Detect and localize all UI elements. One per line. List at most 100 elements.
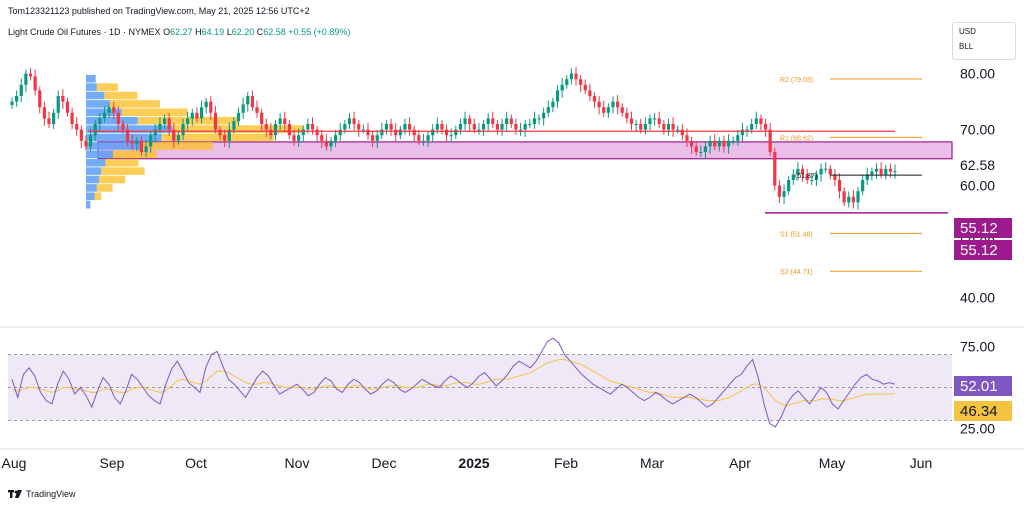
candle-body [223,135,227,141]
candle-body [588,90,592,96]
candle-body [278,118,282,124]
candle-body [176,135,181,141]
volume-profile-up-bar [86,158,106,167]
candle-body [167,118,171,130]
candle-body [79,129,83,141]
support-price-badge-text: 55.12 [960,242,998,259]
candle-body [565,79,569,85]
rsi-ma-value-badge-text: 46.34 [960,403,998,420]
candle-body [740,129,745,136]
candle-body [717,140,721,147]
candle-body [606,107,610,113]
symbol-title: Light Crude Oil Futures · 1D · NYMEX [8,27,161,37]
candle-body [736,135,740,141]
candle-body [88,135,93,147]
candle-body [426,135,430,141]
candle-body [232,121,236,130]
candle-body [685,135,689,141]
candle-body [763,124,768,130]
candle-body [514,124,518,130]
high-label: H [195,27,202,37]
candle-body [463,118,467,124]
candle-body [297,135,301,141]
candle-body [551,101,555,108]
candle-body [893,171,897,173]
candle-body [236,112,241,122]
candle-body [139,140,144,152]
candle-body [542,112,546,119]
candle-body [634,124,638,125]
candle-body [301,129,305,136]
candle-body [537,118,541,120]
close-label: C [256,27,264,37]
candle-body [384,124,389,130]
candle-body [42,107,46,119]
candle-body [662,124,666,130]
volume-profile-up-bar [86,175,99,184]
volume-profile-up-bar [86,184,97,192]
candle-body [98,118,102,124]
candle-body [454,129,458,136]
last-price-label: 62.58 [960,157,995,173]
candle-body [528,124,532,125]
candle-body [865,174,869,180]
candle-body [759,118,763,124]
volume-profile-down-bar [109,100,160,108]
candle-body [657,118,661,124]
time-axis-tick: Feb [554,455,578,471]
candle-body [768,129,772,152]
candle-body [680,129,684,136]
candle-body [703,146,708,152]
candle-body [52,112,56,124]
time-axis-tick: Sep [100,455,125,471]
candle-body [412,129,416,136]
pivot-label: S2 (44.71) [780,269,813,276]
candle-body [653,118,657,120]
candle-body [444,129,449,136]
pivot-label-pp: (61.87) [795,173,817,180]
candle-body [800,168,805,175]
volume-profile-up-bar [86,100,110,108]
candle-body [505,118,509,124]
price-axis-tick: 70.00 [960,122,995,138]
time-axis-tick: Jun [910,455,933,471]
candle-body [352,118,356,124]
candle-body [819,168,823,175]
candle-body [625,112,629,119]
candle-body [851,196,855,203]
volume-profile-up-bar [86,74,96,83]
time-axis-tick: 2025 [458,455,489,471]
candle-body [824,168,828,170]
candle-body [597,101,601,108]
candle-body [320,135,324,141]
candle-body [523,124,527,130]
support-price-badge [954,218,1012,238]
candle-body [260,112,264,124]
volume-profile-up-bar [86,125,173,133]
volume-profile-down-bar [105,158,139,167]
support-price-badge [954,240,1012,260]
candle-body [787,180,791,192]
candle-body [602,107,606,113]
candle-body [579,79,583,85]
candle-body [213,112,218,130]
candle-body [380,129,384,136]
price-axis-tick: 80.00 [960,66,995,82]
candle-body [112,107,116,113]
change-value: +0.55 (+0.89%) [288,27,351,37]
candle-body [676,129,680,131]
candle-body [125,129,130,141]
candle-body [149,135,153,147]
volume-profile-down-bar [104,91,138,100]
candle-body [370,135,375,141]
candle-body [24,73,28,85]
volume-profile-down-bar [121,108,188,117]
currency-selector[interactable]: USD BLL [952,22,1016,60]
open-value: 62.27 [170,27,193,37]
candle-body [745,129,749,131]
price-axis-tick: 60.00 [960,178,995,194]
candle-body [486,118,490,124]
candle-body [546,107,550,113]
candle-body [144,146,148,152]
